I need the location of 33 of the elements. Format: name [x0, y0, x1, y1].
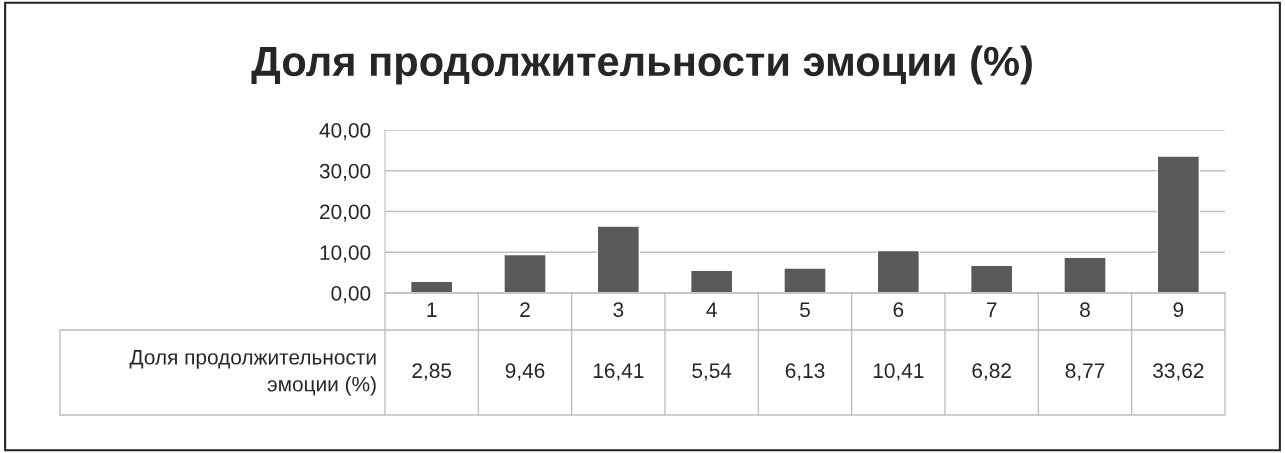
x-tick-label: 9 [1173, 302, 1184, 318]
x-tick-label: 5 [800, 302, 810, 318]
bar [503, 253, 547, 293]
bar [783, 267, 827, 293]
data-label: 6,13 [785, 363, 825, 381]
y-tick-label: 10,00 [320, 245, 371, 263]
y-tick-label: 20,00 [320, 204, 371, 222]
x-tick-label: 8 [1080, 302, 1090, 318]
data-label: 6,82 [972, 363, 1011, 381]
y-tick-label: 30,00 [319, 163, 371, 181]
y-tick-label: 0,00 [331, 286, 371, 304]
bar [969, 264, 1014, 293]
bar [1063, 256, 1107, 293]
x-tick-label: 7 [986, 302, 997, 317]
text: Доля продолжительности эмоции (%) [129, 350, 376, 396]
data-label: 2,85 [412, 363, 452, 381]
bar [876, 249, 921, 293]
data-label: 5,54 [692, 363, 732, 381]
bar [596, 225, 641, 293]
bar [689, 269, 734, 293]
x-tick-label: 1 [427, 302, 437, 317]
data-label: 33,62 [1153, 363, 1204, 381]
x-tick-label: 4 [706, 302, 717, 317]
data-label: 10,41 [873, 363, 924, 381]
x-tick-label: 6 [893, 302, 904, 318]
chart-title: Доля продолжительности эмоции (%) [251, 45, 1032, 85]
data-label: 9,46 [505, 363, 545, 381]
x-tick-label: 2 [520, 302, 530, 317]
data-label: 16,41 [593, 363, 644, 381]
data-label: 8,77 [1065, 363, 1105, 381]
bar [1156, 155, 1201, 293]
x-tick-label: 3 [613, 302, 624, 318]
y-tick-label: 40,00 [319, 123, 371, 141]
